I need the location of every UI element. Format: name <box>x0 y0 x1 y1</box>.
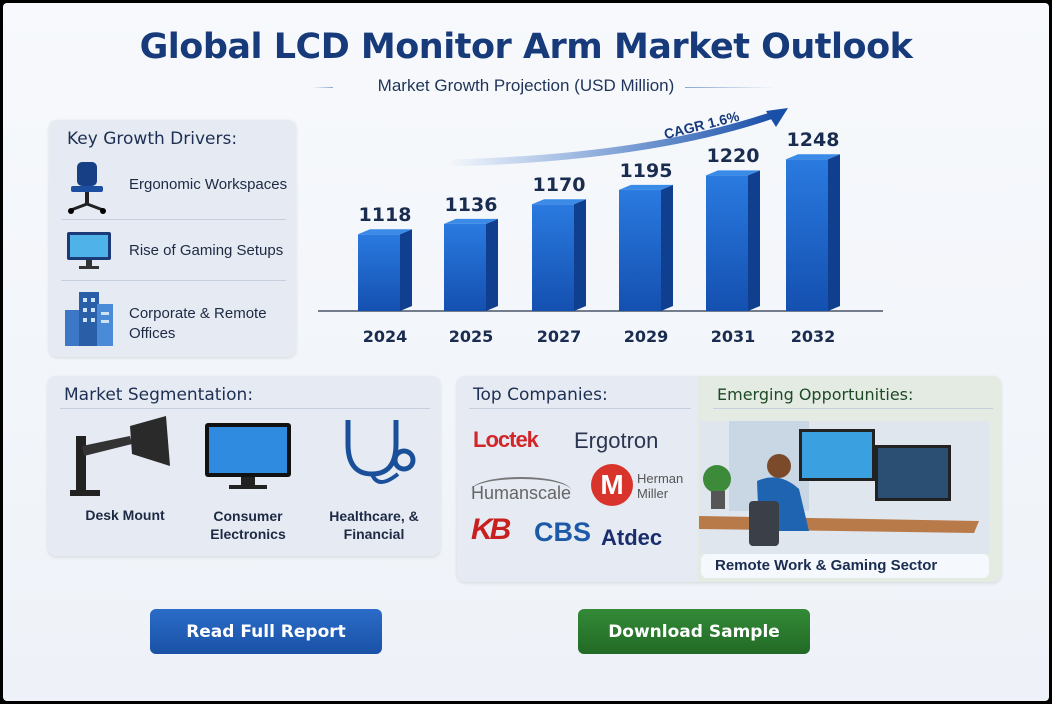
driver-label: Corporate & Remote Offices <box>129 305 267 342</box>
divider <box>61 219 286 220</box>
monitor-icon <box>65 230 113 277</box>
page-title: Global LCD Monitor Arm Market Outlook <box>139 27 913 67</box>
market-bar-chart: CAGR 1.6% 1118 2024 1136 2025 1170 2027 1195 20… <box>318 103 898 353</box>
divider <box>61 280 286 281</box>
panel-title: Key Growth Drivers: <box>67 129 238 149</box>
bar <box>444 218 498 311</box>
bar-side <box>400 229 412 311</box>
ergotron-logo: Ergotron <box>574 428 659 453</box>
bar-front <box>444 223 486 311</box>
opportunity-caption: Remote Work & Gaming Sector <box>701 554 989 578</box>
loctek-logo: Loctek <box>473 427 539 452</box>
bar-front <box>358 234 400 311</box>
x-tick-label: 2027 <box>536 327 582 346</box>
growth-arrow <box>447 111 775 167</box>
bar-top <box>532 199 586 205</box>
divider <box>469 408 691 409</box>
bar-value-label: 1170 <box>532 174 586 197</box>
humanscale-logo: Humanscale <box>471 477 572 504</box>
panel-title: Top Companies: <box>473 385 608 405</box>
office-building-icon <box>61 286 117 353</box>
panel-title: Market Segmentation: <box>64 385 254 405</box>
bar-top <box>786 154 840 160</box>
bar <box>358 229 412 311</box>
bar-side <box>486 218 498 311</box>
growth-arrow-head <box>766 108 788 127</box>
divider <box>685 87 775 88</box>
bar-side <box>574 199 586 311</box>
segmentation-panel: Market Segmentation: Desk Mount Consumer… <box>48 376 440 556</box>
segment-label: Consumer Electronics <box>210 508 286 542</box>
companies-opportunities-panel: Top Companies: Loctek Ergotron Humanscal… <box>457 376 1001 582</box>
office-chair-icon <box>63 160 113 221</box>
bar <box>619 184 673 311</box>
download-sample-button[interactable]: Download Sample <box>578 609 810 654</box>
page-subtitle: Market Growth Projection (USD Million) <box>377 76 675 95</box>
read-full-report-button[interactable]: Read Full Report <box>150 609 382 654</box>
kb-logo: KB <box>471 513 511 546</box>
driver-label: Rise of Gaming Setups <box>129 242 284 259</box>
remote-work-gaming-illustration <box>699 421 989 554</box>
x-tick-label: 2024 <box>362 327 408 346</box>
divider <box>713 408 993 409</box>
segment-label: Healthcare, & Financial <box>329 508 419 542</box>
bar-side <box>661 184 673 311</box>
divider <box>60 408 430 409</box>
cbs-logo: CBS <box>534 517 592 547</box>
bar-value-label: 1248 <box>786 129 840 152</box>
bar-value-label: 1118 <box>358 204 412 227</box>
driver-label: Ergonomic Workspaces <box>129 176 288 193</box>
infographic: Global LCD Monitor Arm Market Outlook Ma… <box>3 3 1049 701</box>
bar <box>706 170 760 311</box>
bar-front <box>619 189 661 311</box>
panel-title: Emerging Opportunities: <box>717 385 914 404</box>
chart-canvas <box>318 108 883 312</box>
bar-top <box>358 229 412 235</box>
x-tick-label: 2025 <box>448 327 494 346</box>
bar-value-label: 1195 <box>619 159 673 182</box>
bar-front <box>532 204 574 311</box>
x-tick-label: 2032 <box>790 327 836 346</box>
bar-top <box>619 184 673 190</box>
bar-side <box>748 170 760 311</box>
herman-miller-logo: Herman Miller <box>637 471 684 501</box>
x-tick-label: 2031 <box>710 327 756 346</box>
bar <box>532 199 586 311</box>
bar-top <box>444 218 498 224</box>
bar-top <box>706 170 760 176</box>
bar-value-label: 1220 <box>706 145 760 168</box>
bar-front <box>706 175 748 311</box>
bar-value-label: 1136 <box>444 193 498 216</box>
bar-front <box>786 159 828 311</box>
segment-label: Desk Mount <box>85 507 165 523</box>
monitor-arm-icon <box>70 416 180 503</box>
atdec-logo: Atdec <box>601 525 663 550</box>
divider <box>313 87 333 88</box>
bar <box>786 154 840 311</box>
stethoscope-icon <box>338 414 418 499</box>
monitor-icon <box>203 421 293 496</box>
bar-side <box>828 154 840 311</box>
x-tick-label: 2029 <box>623 327 669 346</box>
herman-miller-logo-mark: M <box>591 464 633 506</box>
key-drivers-panel: Key Growth Drivers: Ergonomic Workspaces… <box>49 120 296 357</box>
